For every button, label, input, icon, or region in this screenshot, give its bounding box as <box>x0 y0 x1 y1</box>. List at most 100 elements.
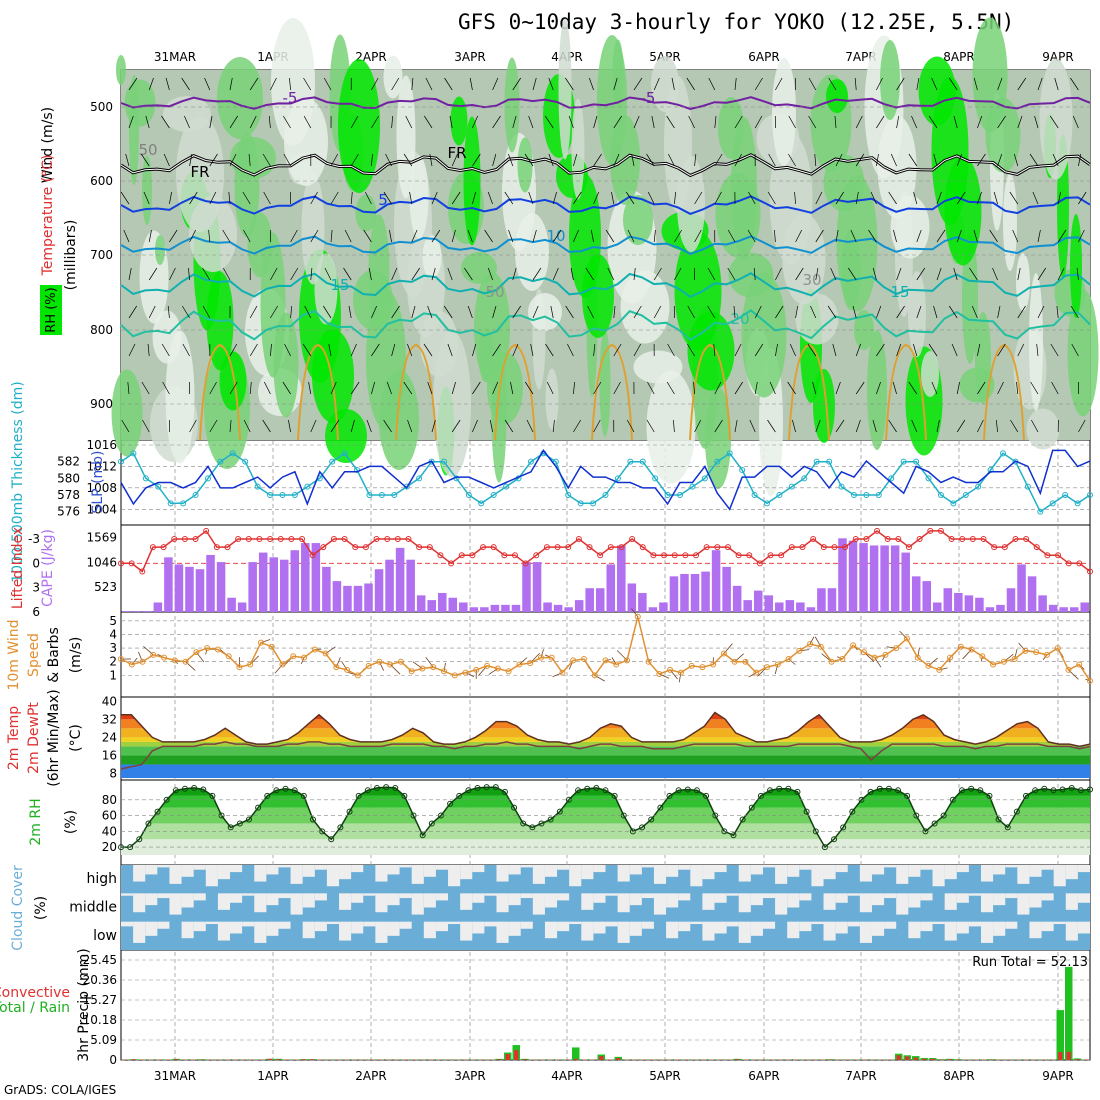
cloud-fill <box>847 893 860 896</box>
thickness-line-marker <box>378 492 385 498</box>
wind-barb <box>611 191 615 205</box>
cloud-fill <box>496 893 509 913</box>
wind-barb <box>530 343 534 357</box>
cloud-fill <box>266 865 279 875</box>
wind-barb <box>936 267 942 281</box>
cloud-fill <box>484 893 497 896</box>
thickness-line-marker <box>1049 500 1056 507</box>
label-wind-units: (m/s) <box>68 637 84 674</box>
surface-wind-barb <box>325 646 336 654</box>
cloud-fill <box>666 921 679 939</box>
temp-contour-25 <box>591 343 633 441</box>
wind-barb <box>492 153 497 167</box>
cloud-fill <box>133 921 146 943</box>
surface-wind-barb <box>917 647 920 658</box>
surface-wind-barb <box>631 608 639 617</box>
thickness-tick: 580 <box>57 471 80 485</box>
thickness-line-marker <box>416 475 423 482</box>
wind-speed-line-marker <box>817 643 824 650</box>
wind-barb <box>775 77 783 91</box>
wind-speed-line-marker <box>505 668 512 675</box>
wind-barb <box>815 419 821 433</box>
wind-barb <box>1034 115 1039 129</box>
thickness-line-marker <box>155 483 162 490</box>
wind-barb <box>997 115 1006 129</box>
wind-barb <box>289 77 291 91</box>
rh-blob <box>705 387 731 489</box>
wind-barb <box>734 115 743 129</box>
wind-barb <box>532 305 539 319</box>
rh-line-marker <box>355 792 362 799</box>
cape-bar <box>680 573 689 612</box>
cape-bar <box>332 581 342 612</box>
wind-barb <box>633 343 641 357</box>
cloud-fill <box>557 893 570 901</box>
rh-line-marker <box>556 808 563 815</box>
wind-barb <box>794 191 796 205</box>
cape-bar <box>764 595 774 612</box>
rh-line-marker <box>136 836 143 843</box>
cape-bar <box>943 588 953 612</box>
wind-barb <box>807 343 817 357</box>
cloud-fill <box>750 865 763 875</box>
wind-barb <box>1017 267 1021 281</box>
temp-contour-25 <box>689 343 731 441</box>
label-cape: CAPE (J/kg) <box>40 529 56 607</box>
cloud-fill <box>980 865 994 882</box>
cloud-fill <box>799 893 812 901</box>
lifted-index-line-marker <box>1023 536 1030 542</box>
wind-barb <box>626 191 635 205</box>
cloud-fill <box>884 865 897 868</box>
thickness-line-marker <box>341 450 348 457</box>
rh-line-marker <box>977 787 984 794</box>
cloud-fill <box>811 921 824 925</box>
wind-barb <box>573 229 579 243</box>
wind-speed-line-marker <box>1000 658 1007 665</box>
wind-speed-line-marker <box>893 645 900 652</box>
cloud-fill <box>653 865 667 884</box>
wind-barb <box>808 115 817 129</box>
wind-speed-line-marker <box>936 666 943 673</box>
lifted-index-line-marker <box>756 560 763 567</box>
cloud-fill <box>1017 893 1030 915</box>
wind-barb <box>1036 343 1039 357</box>
cape-bar <box>122 611 131 612</box>
wind-barb <box>814 153 817 167</box>
temp-tick: 24 <box>102 730 117 744</box>
wind-speed-line-marker <box>710 661 717 668</box>
precip-total-bar <box>1056 1010 1064 1060</box>
thickness-line-marker <box>714 458 721 465</box>
cloud-fill <box>278 893 291 899</box>
cloud-fill <box>884 893 897 899</box>
cloud-fill <box>775 893 788 915</box>
lifted-index-line-marker <box>522 560 529 567</box>
rh-line-marker <box>447 800 454 807</box>
rh-line-marker <box>739 816 746 823</box>
cloud-fill <box>993 865 1006 875</box>
wind-speed-line-marker <box>613 661 620 668</box>
wind-barb <box>570 267 574 281</box>
wind-barb <box>613 77 618 91</box>
rh-line-marker <box>785 785 792 792</box>
wind-barb <box>647 381 655 395</box>
wind-barb <box>646 419 655 433</box>
wind-speed-line-marker <box>473 666 480 673</box>
wind-barb <box>593 419 601 433</box>
wind-barb <box>283 115 291 129</box>
rh-blob <box>677 156 705 252</box>
temp-band <box>121 719 1090 729</box>
wind-barb <box>449 115 453 129</box>
wind-barb <box>222 267 231 281</box>
slp-tick: 1008 <box>86 481 117 495</box>
rh-line-marker <box>309 816 316 823</box>
wind-speed-line-marker <box>301 654 308 661</box>
cape-bar <box>406 559 415 612</box>
rh-line-marker <box>831 836 838 843</box>
wind-barb <box>653 267 662 281</box>
cloud-fill <box>908 921 921 939</box>
lifted-index-line-marker <box>181 536 188 542</box>
wind-barb <box>141 381 150 395</box>
cloud-fill <box>544 893 558 908</box>
cloud-fill <box>472 893 485 903</box>
wind-barb <box>323 305 332 319</box>
